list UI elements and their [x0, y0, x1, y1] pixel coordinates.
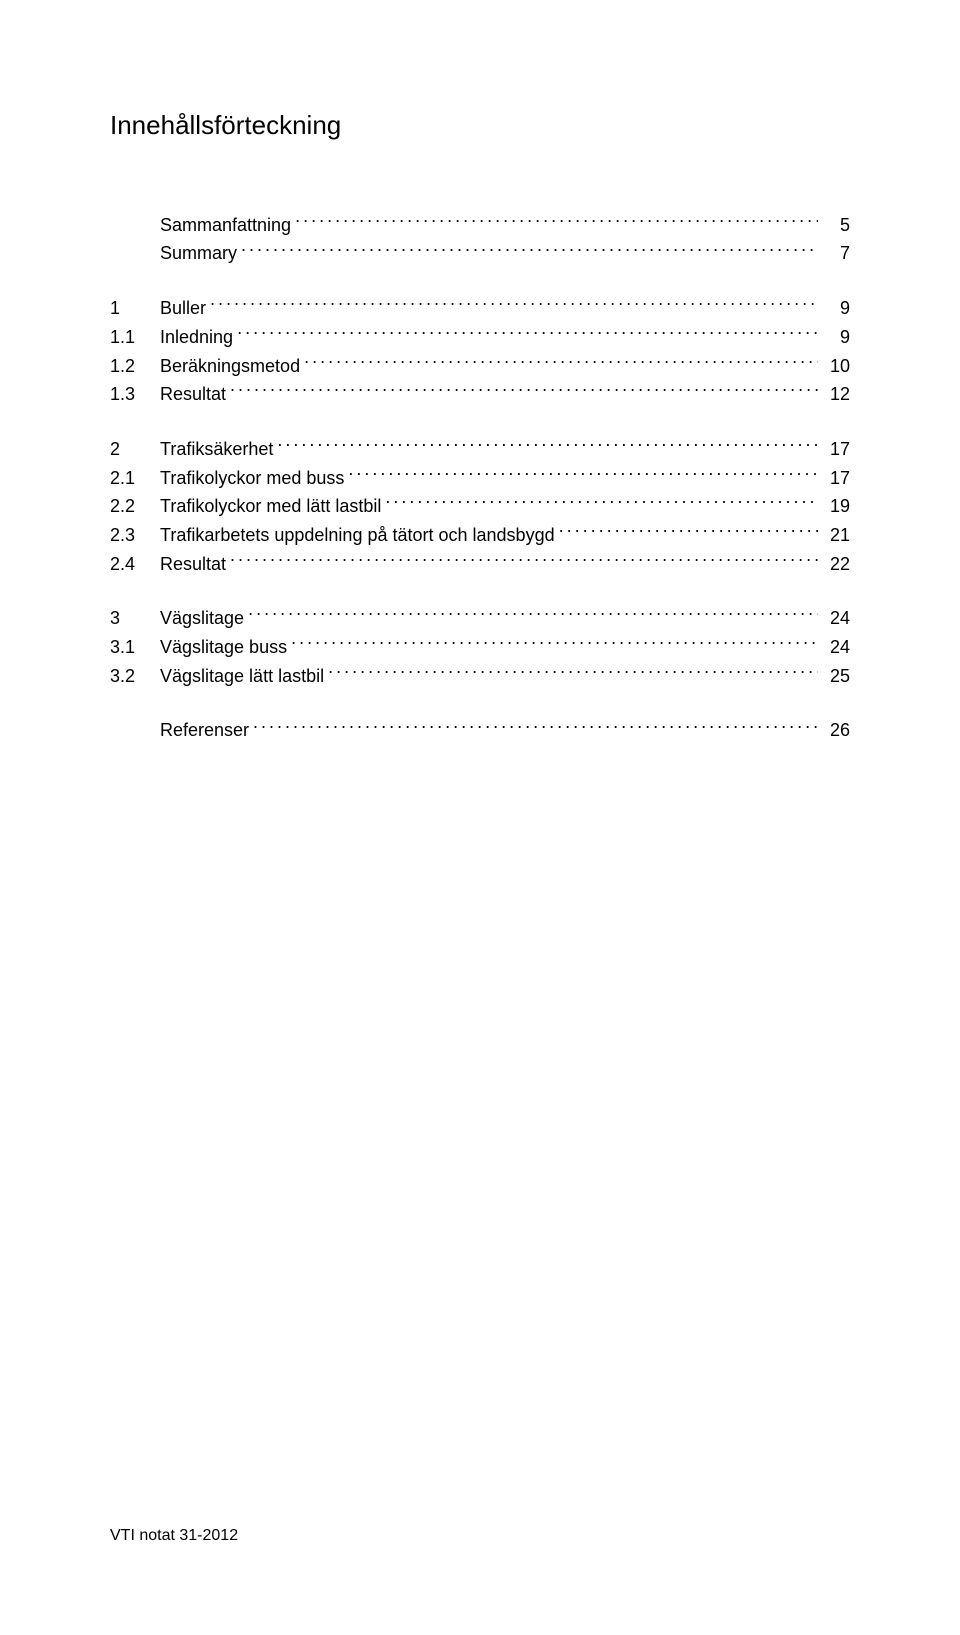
toc-number: 1.3: [110, 381, 160, 409]
table-of-contents: Sammanfattning 5 Summary 7 1 Buller 9 1.…: [110, 211, 850, 745]
toc-label: Trafikarbetets uppdelning på tätort och …: [160, 522, 555, 550]
toc-block: 2 Trafiksäkerhet 17 2.1 Trafikolyckor me…: [110, 435, 850, 578]
toc-page: 26: [822, 717, 850, 745]
toc-entry: 2.3 Trafikarbetets uppdelning på tätort …: [110, 521, 850, 550]
toc-leader: [241, 240, 818, 260]
toc-page: 10: [822, 353, 850, 381]
toc-page: 17: [822, 436, 850, 464]
toc-number: 2.4: [110, 551, 160, 579]
toc-number: 2.3: [110, 522, 160, 550]
toc-leader: [230, 550, 818, 570]
toc-label: Resultat: [160, 381, 226, 409]
toc-leader: [248, 605, 818, 625]
toc-number: 2.2: [110, 493, 160, 521]
toc-page: 21: [822, 522, 850, 550]
toc-leader: [328, 662, 818, 682]
toc-page: 9: [822, 295, 850, 323]
toc-label: Sammanfattning: [160, 212, 291, 240]
toc-label: Inledning: [160, 324, 233, 352]
document-page: Innehållsförteckning Sammanfattning 5 Su…: [0, 0, 960, 1635]
toc-label: Trafiksäkerhet: [160, 436, 273, 464]
toc-label: Vägslitage: [160, 605, 244, 633]
toc-entry: 2.4 Resultat 22: [110, 550, 850, 579]
toc-block: Sammanfattning 5 Summary 7: [110, 211, 850, 268]
toc-leader: [295, 211, 818, 231]
page-title: Innehållsförteckning: [110, 110, 850, 141]
toc-entry: Sammanfattning 5: [110, 211, 850, 240]
toc-leader: [210, 294, 818, 314]
toc-block: Referenser 26: [110, 717, 850, 746]
toc-label: Summary: [160, 240, 237, 268]
toc-page: 9: [822, 324, 850, 352]
toc-block: 3 Vägslitage 24 3.1 Vägslitage buss 24 3…: [110, 605, 850, 691]
toc-number: 3.1: [110, 634, 160, 662]
toc-number: 2: [110, 436, 160, 464]
toc-page: 19: [822, 493, 850, 521]
toc-leader: [385, 493, 818, 513]
toc-number: 3.2: [110, 663, 160, 691]
toc-entry: 2.2 Trafikolyckor med lätt lastbil 19: [110, 493, 850, 522]
toc-label: Buller: [160, 295, 206, 323]
toc-entry: Summary 7: [110, 240, 850, 269]
toc-label: Vägslitage lätt lastbil: [160, 663, 324, 691]
toc-page: 17: [822, 465, 850, 493]
toc-page: 24: [822, 605, 850, 633]
toc-label: Trafikolyckor med buss: [160, 465, 344, 493]
toc-leader: [304, 352, 818, 372]
toc-entry: 1.1 Inledning 9: [110, 323, 850, 352]
toc-leader: [237, 323, 818, 343]
toc-leader: [291, 633, 818, 653]
toc-leader: [253, 717, 818, 737]
toc-number: 3: [110, 605, 160, 633]
toc-page: 24: [822, 634, 850, 662]
toc-entry: 1 Buller 9: [110, 294, 850, 323]
toc-number: 1: [110, 295, 160, 323]
toc-entry: 2.1 Trafikolyckor med buss 17: [110, 464, 850, 493]
toc-leader: [277, 435, 818, 455]
toc-entry: 3.1 Vägslitage buss 24: [110, 633, 850, 662]
toc-label: Beräkningsmetod: [160, 353, 300, 381]
toc-label: Trafikolyckor med lätt lastbil: [160, 493, 381, 521]
toc-label: Referenser: [160, 717, 249, 745]
toc-leader: [348, 464, 818, 484]
toc-entry: 3 Vägslitage 24: [110, 605, 850, 634]
toc-page: 7: [822, 240, 850, 268]
toc-entry: Referenser 26: [110, 717, 850, 746]
toc-number: 1.1: [110, 324, 160, 352]
toc-label: Vägslitage buss: [160, 634, 287, 662]
toc-leader: [559, 521, 818, 541]
toc-entry: 3.2 Vägslitage lätt lastbil 25: [110, 662, 850, 691]
toc-block: 1 Buller 9 1.1 Inledning 9 1.2 Beräkning…: [110, 294, 850, 409]
toc-entry: 1.2 Beräkningsmetod 10: [110, 352, 850, 381]
toc-page: 5: [822, 212, 850, 240]
toc-number: 2.1: [110, 465, 160, 493]
toc-number: 1.2: [110, 353, 160, 381]
toc-label: Resultat: [160, 551, 226, 579]
toc-entry: 1.3 Resultat 12: [110, 380, 850, 409]
toc-leader: [230, 380, 818, 400]
toc-entry: 2 Trafiksäkerhet 17: [110, 435, 850, 464]
toc-page: 12: [822, 381, 850, 409]
toc-page: 22: [822, 551, 850, 579]
page-footer: VTI notat 31-2012: [110, 1527, 238, 1545]
toc-page: 25: [822, 663, 850, 691]
